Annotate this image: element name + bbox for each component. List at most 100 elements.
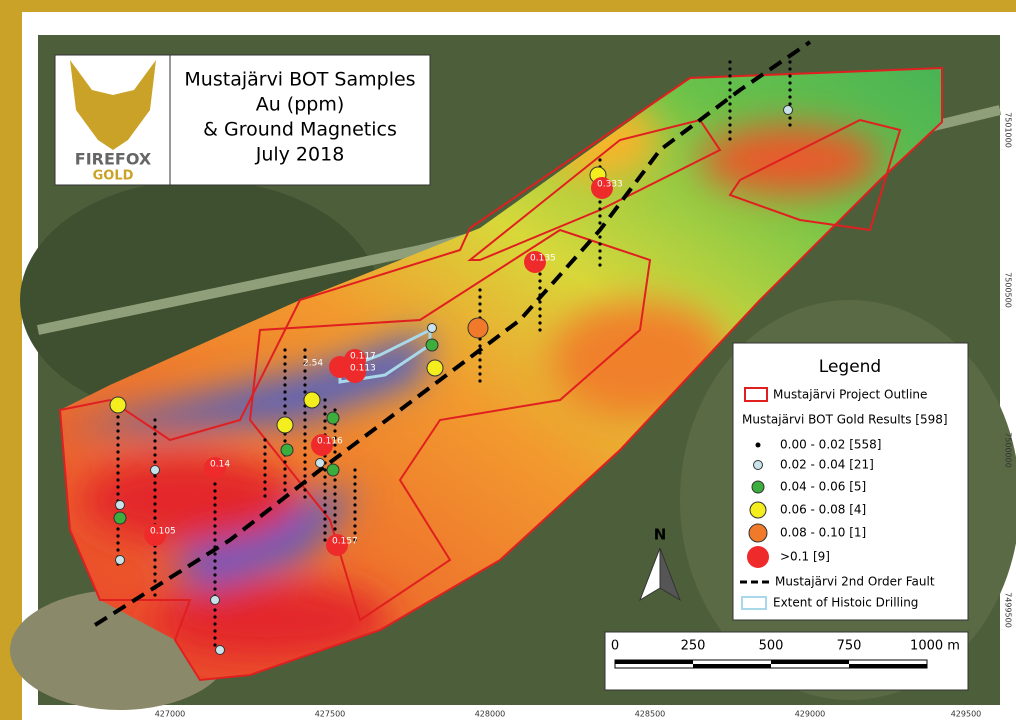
title-line: Au (ppm)	[256, 94, 345, 116]
sample-dot	[353, 482, 357, 486]
sample-dot	[478, 379, 482, 383]
sample-dot	[303, 411, 307, 415]
sample-dot	[213, 559, 217, 563]
sample-dot	[303, 355, 307, 359]
sample-dot	[333, 429, 337, 433]
sample-dot	[213, 629, 217, 633]
sample-dot	[213, 552, 217, 556]
sample-dot	[283, 467, 287, 471]
legend-label: 0.08 - 0.10 [1]	[780, 526, 866, 540]
sample-dot	[728, 130, 732, 134]
sample-dot	[116, 478, 120, 482]
sample-dot	[303, 432, 307, 436]
sample-point	[115, 500, 125, 510]
legend-label: 0.06 - 0.08 [4]	[780, 503, 866, 517]
sample-point	[109, 396, 127, 414]
frame	[0, 0, 22, 720]
sample-dot	[353, 468, 357, 472]
sample-dot	[116, 457, 120, 461]
sample-dot	[728, 102, 732, 106]
logo-text: FIREFOX	[75, 150, 152, 169]
easting-label: 428500	[635, 710, 666, 719]
legend-label: >0.1 [9]	[780, 550, 830, 564]
sample-label: 0.333	[597, 180, 623, 190]
sample-dot	[728, 116, 732, 120]
sample-dot	[598, 221, 602, 225]
sample-dot	[213, 510, 217, 514]
northing-label: 7500000	[1004, 432, 1013, 468]
sample-dot	[478, 309, 482, 313]
sample-dot	[728, 137, 732, 141]
sample-dot	[323, 482, 327, 486]
sample-dot	[323, 405, 327, 409]
sample-dot	[283, 481, 287, 485]
scale-label: 500	[759, 639, 784, 654]
sample-dot	[153, 509, 157, 513]
sample-dot	[323, 538, 327, 542]
sample-dot	[213, 587, 217, 591]
title-box: FIREFOX GOLD Mustajärvi BOT Samples Au (…	[54, 54, 431, 186]
sample-dot	[283, 383, 287, 387]
sample-dot	[263, 473, 267, 477]
sample-dot	[353, 496, 357, 500]
sample-dot	[788, 67, 792, 71]
sample-point	[427, 323, 437, 333]
sample-dot	[303, 376, 307, 380]
sample-dot	[323, 412, 327, 416]
sample-point	[115, 555, 125, 565]
sample-dot	[333, 478, 337, 482]
sample-point	[150, 465, 160, 475]
north-label: N	[654, 526, 667, 544]
sample-dot	[116, 436, 120, 440]
sample-dot	[303, 481, 307, 485]
sample-dot	[213, 524, 217, 528]
sample-dot	[283, 488, 287, 492]
easting-label: 429000	[795, 710, 826, 719]
sample-dot	[153, 586, 157, 590]
sample-dot	[303, 453, 307, 457]
sample-dot	[323, 475, 327, 479]
sample-point	[467, 317, 489, 339]
outline-swatch	[744, 387, 768, 402]
sample-dot	[153, 439, 157, 443]
northing-label: 7500500	[1004, 272, 1013, 308]
sample-dot	[116, 443, 120, 447]
sample-dot	[538, 307, 542, 311]
sample-dot	[728, 74, 732, 78]
scale-label: 250	[681, 639, 706, 654]
sample-dot	[788, 116, 792, 120]
sample-dot	[323, 468, 327, 472]
legend-label: Mustajärvi 2nd Order Fault	[775, 575, 935, 589]
sample-high	[344, 361, 366, 383]
sample-dot	[153, 593, 157, 597]
sample-dot	[538, 286, 542, 290]
sample-high	[326, 534, 348, 556]
sample-dot	[598, 242, 602, 246]
sample-point	[113, 511, 127, 525]
sample-dot	[303, 488, 307, 492]
sample-dot	[728, 95, 732, 99]
sample-dot	[598, 200, 602, 204]
sample-dot	[213, 615, 217, 619]
sample-label: 0.117	[350, 352, 376, 362]
sample-dot	[263, 459, 267, 463]
sample-dot	[213, 643, 217, 647]
northing-label: 7501000	[1004, 112, 1013, 148]
scale-segment	[849, 664, 927, 668]
sample-dot	[263, 445, 267, 449]
sample-dot	[323, 517, 327, 521]
sample-dot	[263, 438, 267, 442]
arrow-half	[659, 547, 681, 602]
sample-dot	[333, 513, 337, 517]
sample-dot	[303, 460, 307, 464]
sample-dot	[333, 436, 337, 440]
title-line: & Ground Magnetics	[203, 119, 397, 141]
sample-dot	[153, 425, 157, 429]
logo-subtext: GOLD	[93, 169, 134, 184]
sample-dot	[353, 517, 357, 521]
scale-label: 0	[611, 639, 619, 654]
sample-dot	[333, 520, 337, 524]
sample-label: 0.113	[350, 364, 376, 374]
sample-dot	[283, 397, 287, 401]
